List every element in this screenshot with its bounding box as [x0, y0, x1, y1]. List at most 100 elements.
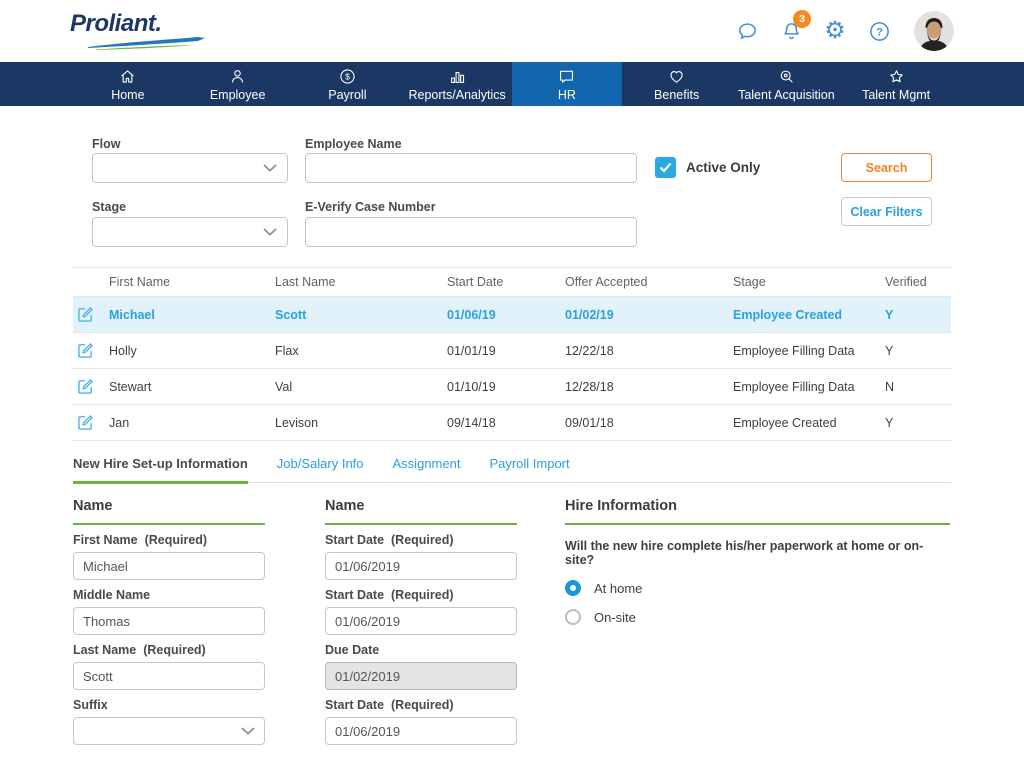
new-hire-table: First Name Last Name Start Date Offer Ac…	[73, 267, 951, 441]
table-row[interactable]: Holly Flax 01/01/19 12/22/18 Employee Fi…	[73, 333, 951, 369]
edit-pencil-icon	[78, 343, 93, 358]
home-icon	[121, 69, 135, 83]
nav-tab-talent-mgmt[interactable]: Talent Mgmt	[841, 62, 951, 106]
suffix-select[interactable]	[73, 717, 265, 745]
logo-swoosh-icon	[88, 37, 205, 50]
employee-name-label: Employee Name	[305, 137, 402, 151]
stage-select[interactable]	[92, 217, 288, 247]
chat-icon[interactable]	[734, 18, 760, 44]
cell-stage: Employee Created	[733, 307, 843, 322]
nav-tab-benefits[interactable]: Benefits	[622, 62, 732, 106]
table-row[interactable]: Michael Scott 01/06/19 01/02/19 Employee…	[73, 297, 951, 333]
edit-row-button[interactable]	[73, 376, 109, 397]
form-column-hire-information: Hire Information Will the new hire compl…	[565, 498, 950, 625]
start-date-input[interactable]	[325, 607, 517, 635]
cell-verified: Y	[885, 307, 894, 322]
start-date-input[interactable]	[325, 717, 517, 745]
start-date-field-group: Start Date (Required)	[325, 588, 517, 635]
start-date-field-group: Start Date (Required)	[325, 698, 517, 745]
start-date-field-group: Start Date (Required)	[325, 533, 517, 580]
cell-first-name: Jan	[109, 415, 130, 430]
middle-name-input[interactable]	[73, 607, 265, 635]
edit-pencil-icon	[78, 307, 93, 322]
main-navbar: Home Employee $ Payroll Reports/Analytic…	[0, 62, 1024, 106]
table-row[interactable]: Jan Levison 09/14/18 09/01/18 Employee C…	[73, 405, 951, 441]
radio-option-on-site[interactable]: On-site	[565, 609, 950, 625]
tab-payroll-import[interactable]: Payroll Import	[489, 456, 570, 471]
col-first-name: First Name	[109, 275, 171, 289]
cell-offer-accepted: 12/22/18	[565, 343, 614, 358]
nav-label: Benefits	[654, 87, 700, 102]
flow-select[interactable]	[92, 153, 288, 183]
first-name-field-group: First Name (Required)	[73, 533, 265, 580]
svg-text:?: ?	[876, 26, 883, 38]
cell-last-name: Val	[275, 379, 293, 394]
star-icon	[889, 69, 903, 82]
nav-tab-employee[interactable]: Employee	[183, 62, 293, 106]
employee-name-input[interactable]	[305, 153, 637, 183]
col-offer-accepted: Offer Accepted	[565, 275, 648, 289]
new-hire-form: Name First Name (Required) Middle Name L…	[73, 498, 951, 745]
nav-tab-hr[interactable]: HR	[512, 62, 622, 106]
radio-label: At home	[594, 580, 643, 596]
radio-unselected-icon[interactable]	[565, 609, 581, 625]
check-icon	[659, 162, 672, 173]
col-verified: Verified	[885, 275, 927, 289]
edit-row-button[interactable]	[73, 304, 109, 325]
cell-verified: N	[885, 379, 895, 394]
tab-new-hire-setup-information[interactable]: New Hire Set-up Information	[73, 447, 248, 484]
chevron-down-icon	[241, 727, 255, 735]
cell-verified: Y	[885, 415, 894, 430]
nav-label: Home	[111, 87, 145, 102]
radio-option-at-home[interactable]: At home	[565, 580, 950, 596]
cell-stage: Employee Filling Data	[733, 379, 855, 394]
settings-gear-icon[interactable]: ⚙	[824, 17, 846, 44]
everify-input[interactable]	[305, 217, 637, 247]
svg-text:$: $	[345, 71, 350, 81]
first-name-input[interactable]	[73, 552, 265, 580]
nav-items: Home Employee $ Payroll Reports/Analytic…	[73, 62, 951, 106]
cell-first-name: Michael	[109, 307, 155, 322]
nav-tab-reports-analytics[interactable]: Reports/Analytics	[402, 62, 512, 106]
topbar-icon-group: 3 ⚙ ?	[734, 10, 954, 51]
nav-tab-payroll[interactable]: $ Payroll	[293, 62, 403, 106]
edit-row-button[interactable]	[73, 412, 109, 433]
tab-job-salary-info[interactable]: Job/Salary Info	[276, 456, 364, 471]
proliant-logo[interactable]: Proliant.	[70, 12, 208, 50]
nav-tab-home[interactable]: Home	[73, 62, 183, 106]
start-date-input[interactable]	[325, 552, 517, 580]
last-name-field-group: Last Name (Required)	[73, 643, 265, 690]
form-column-dates: Name Start Date (Required) Start Date (R…	[325, 498, 517, 745]
suffix-field-group: Suffix	[73, 698, 265, 745]
search-target-icon	[780, 70, 793, 83]
cell-last-name: Flax	[275, 343, 299, 358]
cell-start-date: 01/10/19	[447, 379, 496, 394]
filter-panel: Flow Employee Name Active Only Search St…	[73, 133, 951, 247]
cell-first-name: Stewart	[109, 379, 152, 394]
user-avatar[interactable]	[914, 11, 954, 51]
logo-text: Proliant.	[70, 10, 162, 37]
nav-tab-talent-acquisition[interactable]: Talent Acquisition	[732, 62, 842, 106]
notification-badge: 3	[793, 10, 811, 28]
edit-pencil-icon	[78, 379, 93, 394]
table-header-row: First Name Last Name Start Date Offer Ac…	[73, 268, 951, 297]
heart-icon	[670, 70, 683, 83]
last-name-input[interactable]	[73, 662, 265, 690]
tab-assignment[interactable]: Assignment	[392, 456, 461, 471]
search-button[interactable]: Search	[841, 153, 932, 182]
notifications-bell-icon[interactable]: 3	[778, 10, 811, 44]
edit-row-button[interactable]	[73, 340, 109, 361]
radio-selected-icon[interactable]	[565, 580, 581, 596]
section-title-hire-information: Hire Information	[565, 498, 950, 525]
nav-label: Reports/Analytics	[408, 87, 506, 102]
cell-offer-accepted: 09/01/18	[565, 415, 614, 430]
active-only-checkbox[interactable]	[655, 157, 676, 178]
cell-start-date: 09/14/18	[447, 415, 496, 430]
table-row[interactable]: Stewart Val 01/10/19 12/28/18 Employee F…	[73, 369, 951, 405]
help-icon[interactable]: ?	[866, 18, 892, 44]
section-title-dates: Name	[325, 498, 517, 525]
section-title-name: Name	[73, 498, 265, 525]
cell-last-name: Levison	[275, 415, 319, 430]
stage-label: Stage	[92, 200, 127, 214]
clear-filters-button[interactable]: Clear Filters	[841, 197, 932, 226]
